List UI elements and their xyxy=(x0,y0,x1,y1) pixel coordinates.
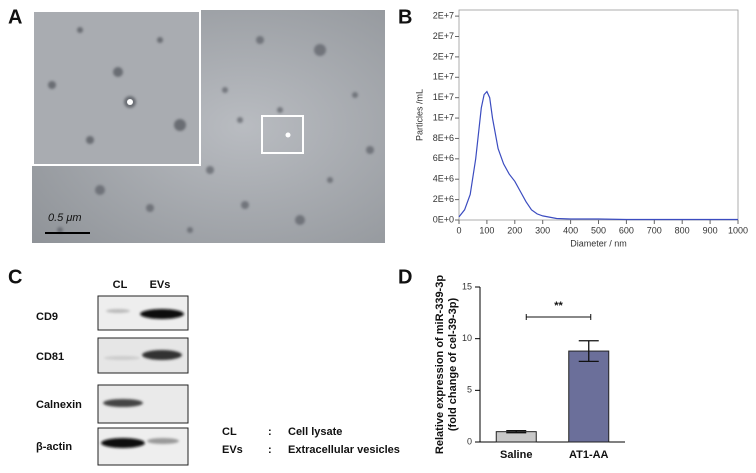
x-tick-label: Saline xyxy=(500,449,532,461)
lane-label: CL xyxy=(113,279,128,291)
legend-abbr: EVs xyxy=(222,444,243,456)
legend-definition: Cell lysate xyxy=(288,426,342,438)
x-tick-label: 1000 xyxy=(728,225,748,235)
y-tick-label: 10 xyxy=(462,333,472,343)
y-tick-label: 2E+7 xyxy=(433,51,454,61)
y-tick-label: 0 xyxy=(467,436,472,446)
legend-sep: : xyxy=(268,426,272,438)
y-tick-label: 15 xyxy=(462,281,472,291)
y-tick-label: 1E+7 xyxy=(433,72,454,82)
significance-label: ** xyxy=(554,300,563,312)
lane-label: EVs xyxy=(150,279,171,291)
series-line xyxy=(458,90,738,221)
legend-abbr: CL xyxy=(222,426,237,438)
x-tick-label: 800 xyxy=(675,225,690,235)
scale-bar-label: 0.5 μm xyxy=(48,212,82,224)
y-tick-label: 2E+7 xyxy=(433,10,454,20)
legend-sep: : xyxy=(268,444,272,456)
y-tick-label: 2E+7 xyxy=(433,31,454,41)
y-tick-label: 5 xyxy=(467,385,472,395)
panel-label: A xyxy=(8,6,22,28)
y-axis-label: Relative expression of miR-339-3p xyxy=(434,275,446,454)
error-bar xyxy=(578,340,599,363)
bar xyxy=(568,350,610,443)
y-tick-label: 6E+6 xyxy=(433,153,454,163)
protein-label: Calnexin xyxy=(36,399,82,411)
y-tick-label: 1E+7 xyxy=(433,92,454,102)
x-axis-label: Diameter / nm xyxy=(570,238,627,248)
protein-label: CD81 xyxy=(36,351,64,363)
significance-bracket xyxy=(525,314,592,320)
y-tick-label: 0E+0 xyxy=(433,214,454,224)
x-tick-label: AT1-AA xyxy=(569,449,609,461)
protein-label: CD9 xyxy=(36,311,58,323)
western-blot xyxy=(97,295,189,466)
x-tick-label: 500 xyxy=(591,225,606,235)
x-tick-label: 600 xyxy=(619,225,634,235)
y-tick-label: 1E+7 xyxy=(433,112,454,122)
x-tick-label: 300 xyxy=(535,225,550,235)
x-tick-label: 900 xyxy=(703,225,718,235)
panel-label: C xyxy=(8,266,22,288)
legend-definition: Extracellular vesicles xyxy=(288,444,400,456)
x-tick-label: 0 xyxy=(456,225,461,235)
y-axis-label: Particles /mL xyxy=(414,89,424,141)
x-tick-label: 200 xyxy=(507,225,522,235)
panel-label: B xyxy=(398,6,412,28)
protein-label: β-actin xyxy=(36,441,72,453)
x-tick-label: 700 xyxy=(647,225,662,235)
y-axis-label: (fold change of cel-39-3p) xyxy=(447,298,459,432)
error-bar xyxy=(506,429,527,434)
x-tick-label: 100 xyxy=(479,225,494,235)
y-tick-label: 4E+6 xyxy=(433,174,454,184)
x-tick-label: 400 xyxy=(563,225,578,235)
tem-image: 0.5 μm xyxy=(32,10,385,243)
plot-frame xyxy=(458,9,739,221)
panel-label: D xyxy=(398,266,412,288)
y-tick-label: 2E+6 xyxy=(433,194,454,204)
y-tick-label: 8E+6 xyxy=(433,133,454,143)
